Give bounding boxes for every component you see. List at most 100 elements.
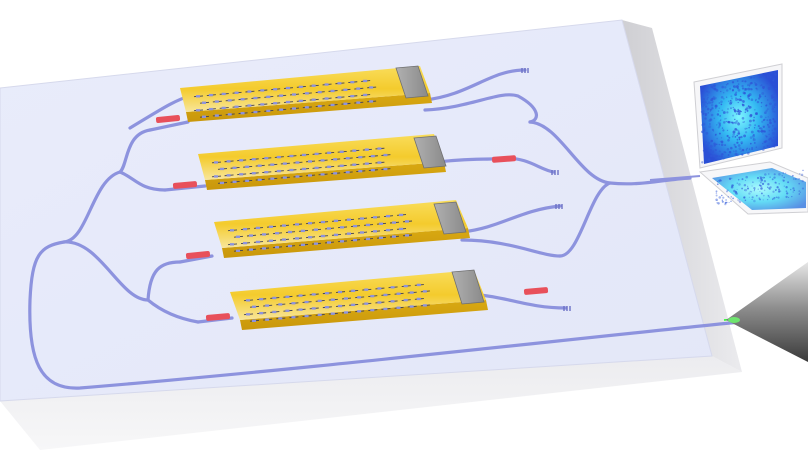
speckle-dot bbox=[723, 158, 725, 160]
speckle-dot bbox=[734, 122, 736, 124]
waveguide-segment bbox=[246, 313, 250, 316]
waveguide-segment bbox=[373, 230, 377, 233]
speckle-dot bbox=[736, 98, 739, 101]
speckle-dot bbox=[712, 87, 715, 90]
speckle-dot bbox=[728, 201, 730, 204]
speckle-dot bbox=[748, 126, 750, 129]
waveguide-segment bbox=[383, 167, 388, 171]
speckle-dot bbox=[700, 123, 704, 127]
speckle-dot bbox=[735, 97, 737, 99]
waveguide-segment bbox=[396, 306, 401, 309]
speckle-dot bbox=[701, 130, 704, 134]
waveguide-segment bbox=[304, 106, 309, 109]
waveguide-segment bbox=[236, 235, 240, 238]
speckle-dot bbox=[708, 125, 712, 129]
speckle-dot bbox=[762, 142, 764, 145]
speckle-dot bbox=[717, 121, 721, 125]
speckle-dot bbox=[703, 145, 707, 149]
waveguide-segment bbox=[221, 92, 226, 96]
speckle-dot bbox=[745, 87, 747, 90]
waveguide-segment bbox=[373, 216, 377, 219]
speckle-dot bbox=[747, 185, 749, 187]
speckle-dot bbox=[769, 188, 771, 190]
speckle-dot bbox=[775, 196, 778, 199]
waveguide-segment bbox=[399, 227, 403, 231]
speckle-dot bbox=[737, 108, 740, 111]
waveguide-segment bbox=[324, 306, 329, 309]
waveguide-segment bbox=[383, 293, 388, 297]
speckle-dot bbox=[743, 183, 747, 187]
electrode-strip-top bbox=[214, 200, 468, 248]
speckle-dot bbox=[703, 100, 707, 104]
contact-pad bbox=[433, 201, 467, 235]
speckle-dot bbox=[715, 192, 718, 194]
speckle-dot bbox=[741, 87, 745, 90]
speckle-dot bbox=[737, 88, 741, 92]
waveguide-segment bbox=[298, 294, 303, 297]
speckle-dot bbox=[760, 129, 764, 133]
waveguide-segment bbox=[256, 226, 260, 230]
phase-heater bbox=[491, 155, 517, 163]
waveguide-segment bbox=[350, 94, 355, 98]
speckle-dot bbox=[747, 88, 749, 90]
waveguide-segment bbox=[363, 93, 368, 97]
waveguide-segment bbox=[273, 88, 278, 91]
speckle-dot bbox=[706, 98, 708, 100]
speckle-dot bbox=[773, 146, 776, 148]
speckle-dot bbox=[704, 117, 707, 120]
speckle-dot bbox=[769, 77, 772, 79]
speckle-dot bbox=[743, 121, 746, 123]
speckle-dot bbox=[758, 180, 760, 182]
speckle-dot bbox=[744, 80, 747, 83]
speckle-dot bbox=[766, 108, 769, 111]
speckle-dot bbox=[718, 107, 721, 109]
speckle-dot bbox=[754, 83, 758, 86]
waveguide-segment bbox=[286, 86, 290, 90]
speckle-dot bbox=[735, 85, 739, 89]
waveguide-segment bbox=[276, 155, 281, 159]
waveguide-segment bbox=[220, 181, 224, 185]
speckle-dot bbox=[774, 142, 777, 145]
waveguide-out-row3b bbox=[460, 238, 562, 258]
speckle-dot bbox=[707, 146, 710, 149]
waveguide-segment bbox=[377, 147, 382, 150]
waveguide-input-main bbox=[28, 240, 742, 390]
waveguide-segment bbox=[278, 317, 283, 320]
speckle-dot bbox=[740, 135, 743, 139]
speckle-dot bbox=[758, 197, 761, 200]
speckle-dot bbox=[727, 120, 731, 124]
speckle-dot bbox=[766, 119, 768, 121]
waveguide-segment bbox=[358, 170, 363, 173]
output-beam bbox=[649, 175, 701, 181]
waveguide-segment bbox=[347, 232, 351, 235]
waveguide-segment bbox=[416, 283, 421, 287]
speckle-dot bbox=[766, 123, 769, 126]
speckle-dot bbox=[800, 173, 804, 176]
speckle-dot bbox=[792, 187, 795, 190]
speckle-dot bbox=[773, 96, 777, 99]
waveguide-segment bbox=[358, 156, 363, 159]
speckle-dot bbox=[717, 181, 719, 183]
speckle-dot bbox=[737, 132, 741, 135]
speckle-dot bbox=[702, 122, 706, 126]
speckle-dot bbox=[761, 182, 765, 186]
speckle-dot bbox=[713, 117, 716, 120]
waveguide-segment bbox=[208, 107, 213, 111]
speckle-dot bbox=[773, 110, 776, 113]
speckle-dot bbox=[711, 107, 714, 110]
waveguide-segment bbox=[403, 284, 408, 288]
waveguide-segment bbox=[314, 152, 319, 156]
speckle-dot bbox=[792, 178, 795, 180]
waveguide-segment bbox=[369, 86, 374, 89]
waveguide-segment bbox=[286, 100, 290, 104]
speckle-dot bbox=[710, 139, 714, 143]
speckle-dot bbox=[729, 99, 732, 102]
waveguide-segment bbox=[370, 154, 375, 158]
speckle-dot bbox=[772, 77, 776, 81]
waveguide-split-1a bbox=[118, 128, 152, 174]
waveguide-segment bbox=[356, 101, 361, 104]
speckle-dot bbox=[703, 127, 706, 130]
speckle-dot bbox=[734, 118, 736, 121]
speckle-dot bbox=[711, 128, 714, 131]
speckle-dot bbox=[725, 117, 727, 120]
